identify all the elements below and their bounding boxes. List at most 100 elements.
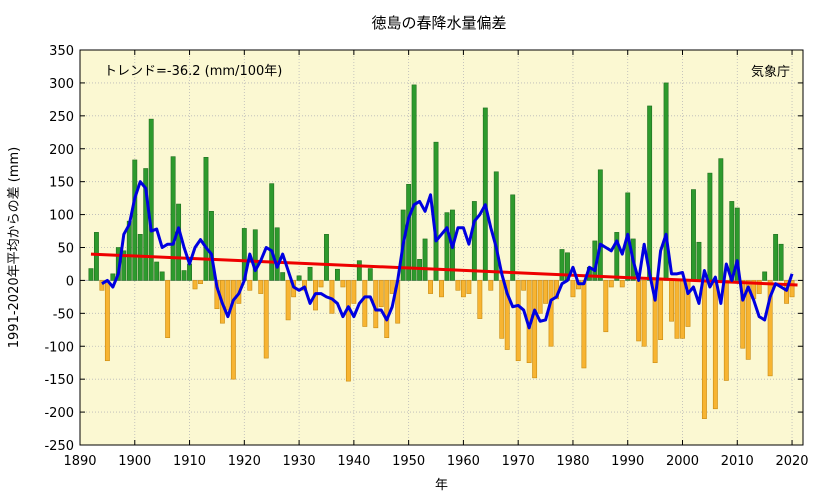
y-tick-label: 50 xyxy=(57,242,74,257)
bar-1963 xyxy=(477,280,483,319)
bar-1980 xyxy=(570,280,576,298)
bar-1965 xyxy=(488,280,494,291)
x-tick-label: 1990 xyxy=(611,454,644,469)
bar-1998 xyxy=(669,280,674,322)
bar-1923 xyxy=(258,280,264,294)
bar-1928 xyxy=(285,280,291,321)
source-label: 気象庁 xyxy=(751,64,790,80)
y-axis-label: 1991-2020年平均からの差 (mm) xyxy=(7,147,22,348)
bar-2015 xyxy=(762,271,768,281)
bar-1962 xyxy=(471,201,477,281)
bar-1922 xyxy=(252,229,258,281)
bar-1967 xyxy=(499,280,505,339)
bar-1941 xyxy=(356,260,362,281)
bar-1992 xyxy=(636,280,642,342)
bar-1989 xyxy=(619,280,625,288)
x-tick-label: 1910 xyxy=(173,454,206,469)
bar-2017 xyxy=(773,234,779,281)
bar-1939 xyxy=(345,280,351,382)
bar-1921 xyxy=(247,280,253,291)
bar-1907 xyxy=(170,156,176,281)
bar-1912 xyxy=(198,280,203,285)
y-tick-label: 100 xyxy=(49,209,74,224)
x-axis-label: 年 xyxy=(435,478,448,493)
x-tick-label: 1970 xyxy=(502,454,535,469)
bar-1955 xyxy=(433,141,439,281)
bar-1917 xyxy=(225,280,231,311)
bar-1959 xyxy=(455,280,461,291)
bar-1938 xyxy=(340,280,346,288)
x-tick-label: 2020 xyxy=(775,454,808,469)
x-tick-label: 1980 xyxy=(556,454,589,469)
bar-1956 xyxy=(439,280,444,298)
x-tick-label: 1890 xyxy=(63,454,96,469)
bar-1918 xyxy=(230,280,236,380)
bar-2019 xyxy=(784,280,790,304)
bar-1943 xyxy=(367,268,373,281)
bar-1932 xyxy=(307,266,313,281)
bar-1982 xyxy=(581,280,587,369)
bar-1935 xyxy=(324,234,329,281)
bar-1913 xyxy=(203,157,209,281)
x-tick-label: 1960 xyxy=(447,454,480,469)
bar-2007 xyxy=(718,158,724,281)
bar-1961 xyxy=(466,280,472,294)
bar-1895 xyxy=(104,280,110,362)
y-tick-label: 300 xyxy=(49,77,74,92)
bar-1893 xyxy=(93,232,99,281)
x-tick-label: 1950 xyxy=(392,454,425,469)
bar-1969 xyxy=(510,194,516,281)
bar-2011 xyxy=(740,280,746,349)
bar-1930 xyxy=(296,275,302,281)
bar-1934 xyxy=(318,280,324,288)
bar-1976 xyxy=(548,280,554,347)
bar-1951 xyxy=(411,84,417,281)
bar-1898 xyxy=(121,250,127,281)
bar-1993 xyxy=(641,280,647,347)
x-tick-label: 2010 xyxy=(721,454,754,469)
trend-line xyxy=(90,252,798,287)
y-tick-label: 150 xyxy=(49,176,74,191)
y-tick-label: 0 xyxy=(66,274,74,289)
bar-1988 xyxy=(614,232,620,281)
bar-1994 xyxy=(647,105,653,281)
bar-2005 xyxy=(707,172,713,281)
bar-1960 xyxy=(460,280,466,298)
x-tick-label: 1900 xyxy=(118,454,151,469)
bar-2000 xyxy=(680,280,685,339)
bar-1909 xyxy=(181,270,187,281)
bar-1945 xyxy=(378,280,384,308)
bar-1947 xyxy=(389,280,395,294)
bar-1902 xyxy=(143,168,149,281)
bar-2010 xyxy=(734,207,740,281)
bar-1971 xyxy=(521,280,527,291)
bar-1908 xyxy=(176,203,182,281)
bar-1985 xyxy=(597,169,603,281)
x-tick-label: 1920 xyxy=(228,454,261,469)
bar-2004 xyxy=(701,280,707,419)
bar-2002 xyxy=(691,189,696,281)
bar-1896 xyxy=(110,273,116,281)
bar-2018 xyxy=(778,243,784,281)
running-mean-line xyxy=(101,180,794,330)
bar-1986 xyxy=(603,280,609,333)
x-axis-ticks: 1890 1900 1910 1920 1930 1940 1950 1960 1970 1980… xyxy=(63,50,809,469)
bar-1995 xyxy=(652,280,658,364)
bar-2020 xyxy=(789,280,795,298)
bar-1970 xyxy=(515,280,521,362)
bar-1911 xyxy=(192,280,198,290)
y-tick-label: -200 xyxy=(44,406,74,421)
bar-1925 xyxy=(269,183,275,281)
bar-1968 xyxy=(504,280,510,350)
bar-2006 xyxy=(712,280,718,410)
y-axis-ticks: -250 -200 -150 -100 -50 0 50 100 150 200 250 300 350 xyxy=(44,44,803,454)
x-tick-label: 1930 xyxy=(283,454,316,469)
bar-1940 xyxy=(351,280,357,304)
y-tick-label: -100 xyxy=(44,340,74,355)
bar-1926 xyxy=(274,227,280,281)
bar-1914 xyxy=(209,210,214,281)
bar-1905 xyxy=(159,271,165,281)
bar-2008 xyxy=(723,280,729,381)
y-tick-label: 200 xyxy=(49,143,74,158)
